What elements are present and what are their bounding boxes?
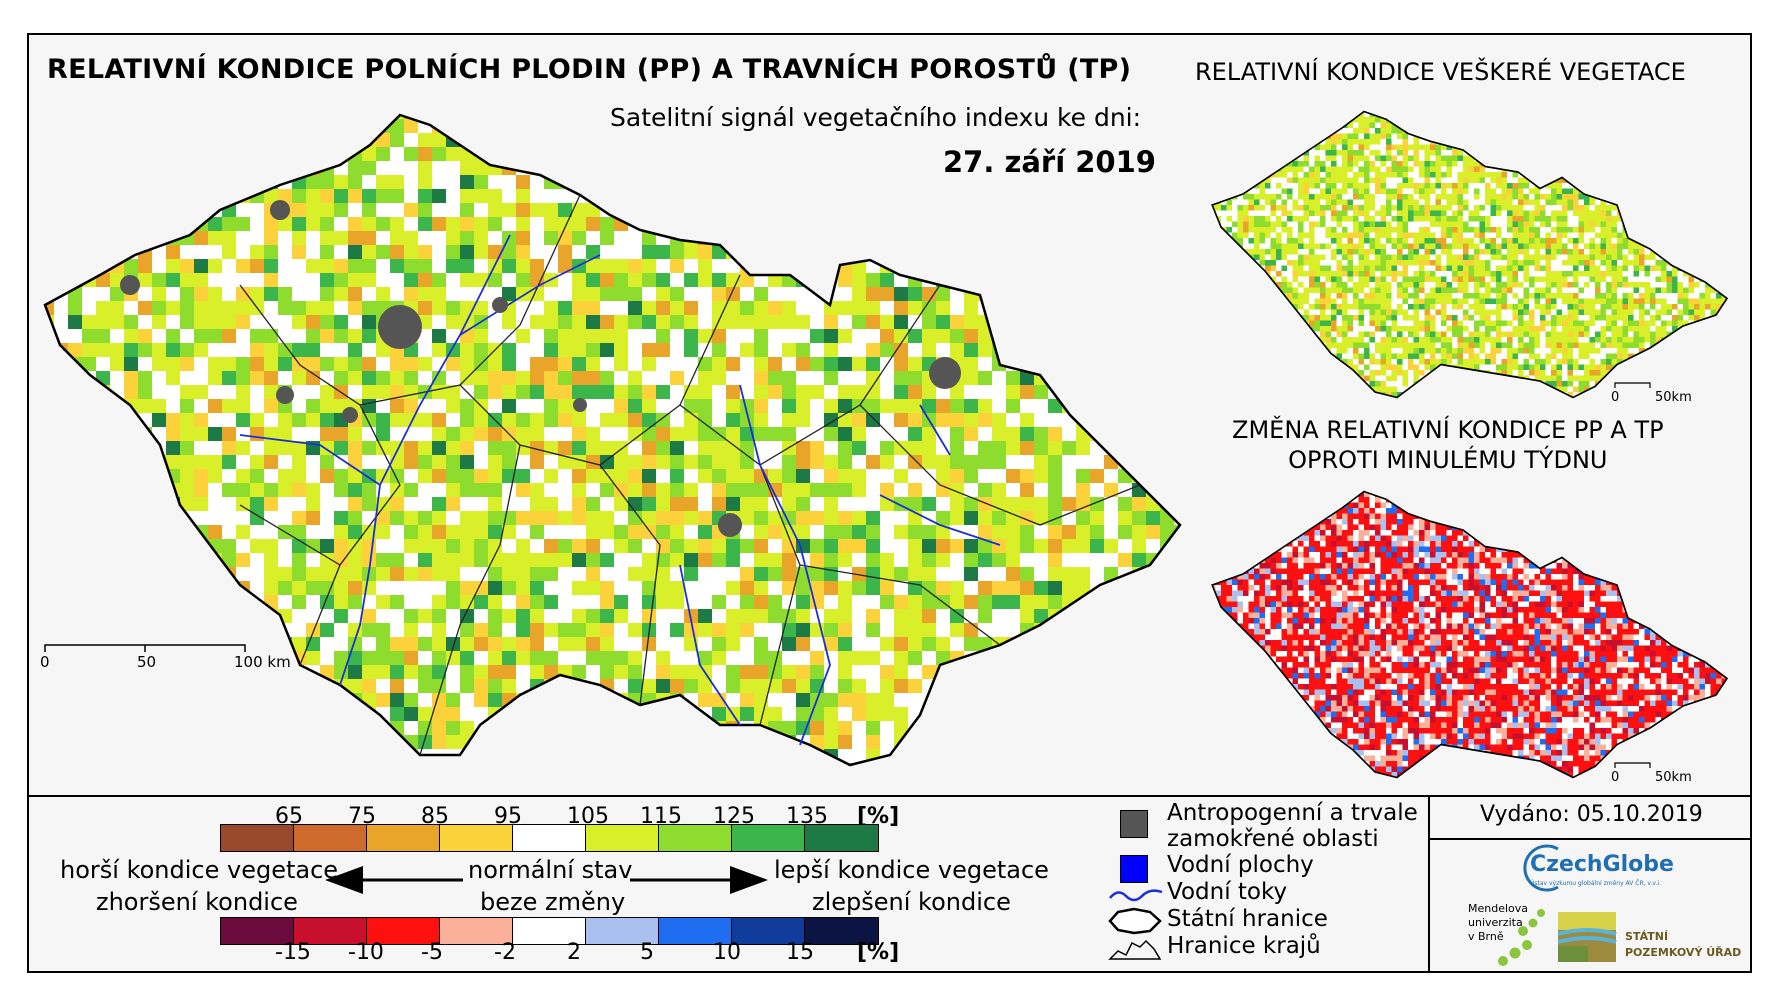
ramp-swatch: [221, 918, 294, 944]
left-arrow-icon: [325, 866, 463, 894]
vegetation-raster: [1212, 111, 1728, 398]
czechglobe-logo-text: CzechGlobe: [1530, 852, 1674, 877]
change-color-ramp: [220, 917, 879, 945]
main-title: RELATIVNÍ KONDICE POLNÍCH PLODIN (PP) A …: [47, 54, 1132, 85]
inset-change-title-line1: ZMĚNA RELATIVNÍ KONDICE PP A TP: [1232, 416, 1664, 444]
water-swatch: [1120, 855, 1148, 883]
scale-main-50: 50: [137, 653, 156, 671]
czechglobe-subtext: Ústav výzkumu globální změny AV ČR, v.v.…: [1530, 880, 1661, 887]
ramp-swatch: [586, 825, 659, 851]
subtitle: Satelitní signál vegetačního indexu ke d…: [610, 103, 1142, 132]
legend-tick: -10: [348, 940, 384, 965]
rivers: [239, 234, 1001, 746]
mendel-line-3: v Brně: [1468, 930, 1504, 943]
scale-main-0: 0: [40, 653, 50, 671]
anthropogenic-label-1: Antropogenní a trvale: [1167, 800, 1418, 826]
ramp-swatch: [586, 918, 659, 944]
mendel-line-1: Mendelova: [1468, 902, 1529, 915]
better-label-2: zlepšení kondice: [812, 888, 1011, 916]
inset-change-title-line2: OPROTI MINULÉMU TÝDNU: [1288, 446, 1608, 474]
rivers-label: Vodní toky: [1167, 879, 1288, 905]
anthropogenic-swatch: [1120, 810, 1148, 838]
legend-tick: 15: [786, 940, 814, 965]
ramp-swatch: [440, 825, 513, 851]
ramp-swatch: [440, 918, 513, 944]
ramp-swatch: [732, 918, 805, 944]
condition-raster: [45, 115, 1180, 765]
spu-logo-icon: [1558, 912, 1617, 962]
worse-label-1: horší kondice vegetace: [60, 856, 339, 884]
inset-chg-border: [1211, 490, 1729, 779]
state-border-icon: [1108, 907, 1162, 935]
spu-line-2: POZEMKOVÝ ÚŘAD: [1625, 946, 1742, 959]
legend-divider: [1428, 795, 1430, 973]
inset-veg-border: [1211, 110, 1729, 399]
change-raster: [1212, 491, 1728, 778]
normal-label-2: beze změny: [480, 888, 626, 916]
region-border-icon: [1108, 939, 1162, 960]
legend-tick: -5: [421, 940, 443, 965]
legend-tick: -2: [494, 940, 516, 965]
region-border-label: Hranice krajů: [1167, 933, 1321, 959]
ramp-swatch: [294, 918, 367, 944]
normal-label-1: normální stav: [468, 856, 633, 884]
scale-main-100: 100 km: [234, 653, 291, 671]
water-bodies-label: Vodní plochy: [1167, 852, 1314, 878]
scale-veg-50: 50km: [1655, 390, 1692, 405]
mendel-dots-logo: [1498, 909, 1545, 966]
inset-vegetation-title: RELATIVNÍ KONDICE VEŠKERÉ VEGETACE: [1195, 58, 1686, 86]
ramp-swatch: [513, 825, 586, 851]
river-symbol-icon: [1109, 889, 1163, 902]
scale-chg-50: 50km: [1655, 770, 1692, 785]
worse-label-2: zhoršení kondice: [96, 888, 298, 916]
main-map: 0 50 100 km: [40, 113, 1182, 767]
legend-tick: [%]: [857, 940, 900, 965]
issued-date: Vydáno: 05.10.2019: [1480, 802, 1703, 827]
legend-tick: -15: [275, 940, 311, 965]
mendel-line-2: univerzita: [1468, 916, 1523, 929]
inset-vegetation-map: 0 50km: [1211, 110, 1729, 405]
ramp-swatch: [659, 918, 732, 944]
legend-divider-horizontal: [1428, 838, 1752, 840]
legend-tick: 2: [567, 940, 581, 965]
right-arrow-icon: [630, 866, 768, 894]
inset-change-map: 0 50km: [1211, 490, 1729, 785]
legend-panel: [27, 795, 1752, 973]
ramp-swatch: [294, 825, 367, 851]
better-label-1: lepší kondice vegetace: [774, 856, 1049, 884]
legend-tick: 10: [713, 940, 741, 965]
ramp-swatch: [732, 825, 805, 851]
state-border-label: Státní hranice: [1167, 906, 1328, 932]
ramp-swatch: [805, 918, 878, 944]
scale-chg-0: 0: [1611, 770, 1619, 785]
ramp-swatch: [221, 825, 294, 851]
ramp-swatch: [367, 918, 440, 944]
scale-bar-main: 0 50 100 km: [40, 644, 291, 671]
ramp-swatch: [513, 918, 586, 944]
ramp-swatch: [805, 825, 878, 851]
anthropogenic-areas: [120, 200, 961, 537]
change-ticks: -15 -10 -5 -2 2 5 10 15 [%]: [220, 940, 920, 973]
inset-change-title: ZMĚNA RELATIVNÍ KONDICE PP A TP OPROTI M…: [1232, 415, 1664, 475]
spu-line-1: STÁTNÍ: [1625, 930, 1669, 943]
region-borders: [239, 194, 1141, 756]
legend-tick: 5: [640, 940, 654, 965]
scale-veg-0: 0: [1611, 390, 1619, 405]
ramp-swatch: [659, 825, 732, 851]
anthropogenic-label-2: zamokřené oblasti: [1167, 826, 1379, 852]
condition-color-ramp: [220, 824, 879, 852]
state-border: [43, 113, 1182, 767]
date-label: 27. září 2019: [943, 145, 1156, 179]
ramp-swatch: [367, 825, 440, 851]
czechglobe-logo-icon: [1523, 844, 1559, 892]
